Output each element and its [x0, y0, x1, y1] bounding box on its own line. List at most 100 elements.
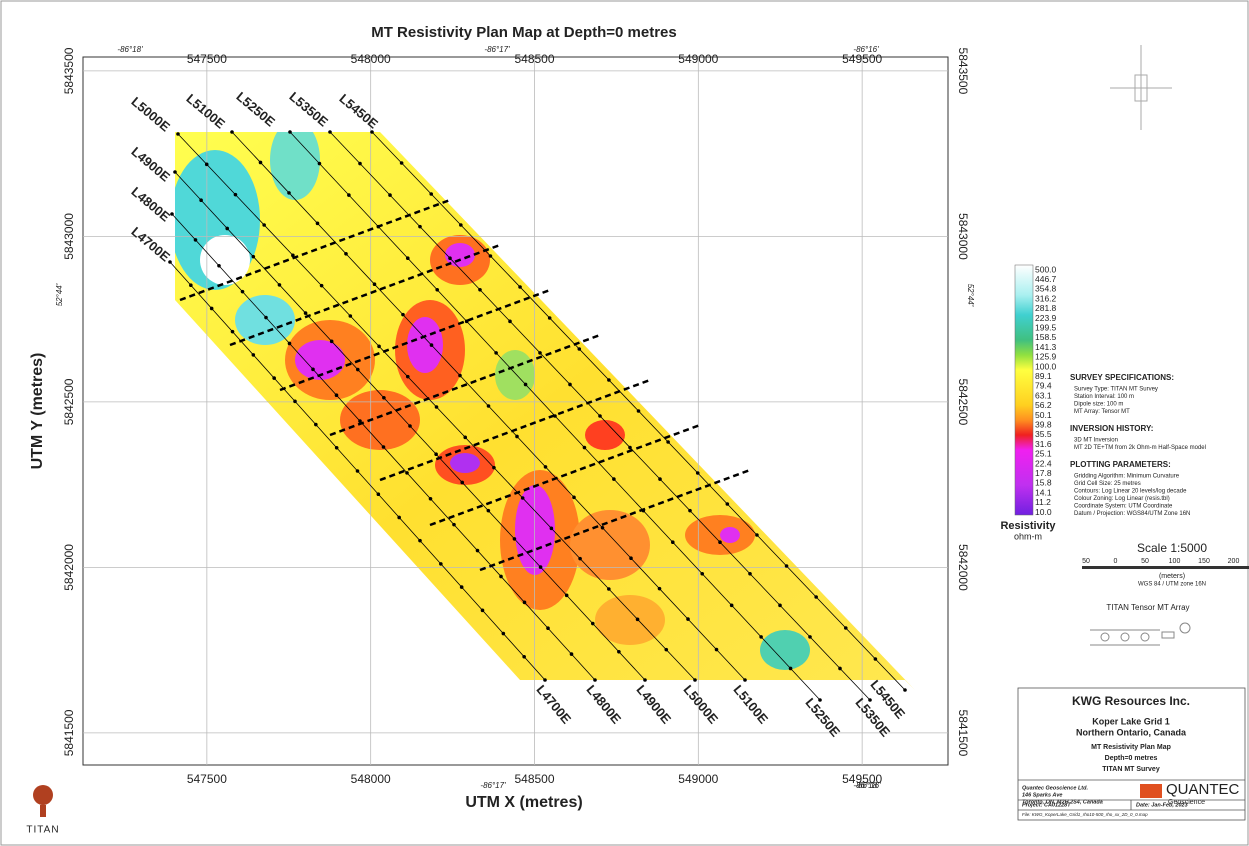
station	[459, 223, 463, 227]
date: Date: Jan-Feb, 2023	[1136, 802, 1188, 808]
scale-tick: 200	[1228, 558, 1240, 565]
x-axis-label: UTM X (metres)	[465, 794, 582, 811]
station	[328, 130, 332, 134]
y-tick-label: 5841500	[62, 709, 76, 756]
station	[288, 130, 292, 134]
station	[194, 238, 198, 242]
legend-title: Resistivity	[1000, 520, 1056, 532]
legend-value: 354.8	[1035, 284, 1057, 294]
contractor-line: 146 Sparks Ave	[1022, 792, 1062, 798]
station	[577, 347, 581, 351]
title-line: Northern Ontario, Canada	[1076, 727, 1187, 737]
station	[347, 193, 351, 197]
station	[521, 496, 525, 500]
station	[230, 130, 234, 134]
station	[401, 313, 405, 317]
x-tick-label: 549500	[842, 52, 882, 66]
station	[487, 404, 491, 408]
station	[637, 409, 641, 413]
legend-value: 14.1	[1035, 487, 1052, 497]
station	[693, 678, 697, 682]
section-line: 3D MT Inversion	[1074, 438, 1118, 444]
x-tick-label: 549000	[678, 52, 718, 66]
station	[406, 375, 410, 379]
legend-value: 223.9	[1035, 313, 1057, 323]
station	[607, 587, 611, 591]
station	[572, 496, 576, 500]
station	[217, 264, 221, 268]
longitude-label: -86°16'	[855, 781, 881, 790]
station	[318, 162, 322, 166]
title-line: MT Resistivity Plan Map	[1091, 744, 1171, 751]
station	[565, 594, 569, 598]
section-heading: SURVEY SPECIFICATIONS:	[1070, 373, 1174, 382]
station	[176, 132, 180, 136]
station	[314, 423, 318, 427]
legend-value: 79.4	[1035, 381, 1052, 391]
station	[405, 471, 409, 475]
station	[570, 652, 574, 656]
station	[168, 260, 172, 264]
station	[429, 192, 433, 196]
legend-value: 89.1	[1035, 371, 1052, 381]
station	[272, 376, 276, 380]
map-page: 5475005475005480005480005485005485005490…	[0, 0, 1249, 846]
scale-tick: 150	[1198, 558, 1210, 565]
station	[755, 533, 759, 537]
longitude-label: -86°17'	[480, 781, 506, 790]
station	[460, 481, 464, 485]
y-axis-label: UTM Y (metres)	[29, 353, 46, 470]
legend-value: 56.2	[1035, 400, 1052, 410]
y-tick-label: 5843500	[62, 47, 76, 94]
section-line: Dipole size: 100 m	[1074, 402, 1123, 408]
section-heading: INVERSION HISTORY:	[1070, 424, 1153, 433]
latitude-label: 52°44'	[966, 284, 975, 307]
station	[435, 405, 439, 409]
station	[448, 256, 452, 260]
section-line: Grid Cell Size: 25 metres	[1074, 481, 1141, 487]
scale-tick: 100	[1169, 558, 1181, 565]
station	[743, 678, 747, 682]
station	[515, 435, 519, 439]
station	[591, 622, 595, 626]
section-line: Station Interval: 100 m	[1074, 394, 1134, 400]
station	[696, 471, 700, 475]
station	[418, 225, 422, 229]
x-tick-label: 548000	[351, 52, 391, 66]
station	[311, 368, 315, 372]
y-tick-label: 5843000	[956, 213, 970, 260]
station	[377, 345, 381, 349]
array-diagram	[1090, 623, 1190, 645]
legend-value: 199.5	[1035, 322, 1057, 332]
section-line: MT 2D TE+TM from 2k Ohm-m Half-Space mod…	[1074, 445, 1206, 451]
legend-value: 10.0	[1035, 507, 1052, 517]
section-line: Gridding Algorithm: Minimum Curvature	[1074, 474, 1180, 480]
station	[397, 516, 401, 520]
station	[460, 585, 464, 589]
station	[778, 604, 782, 608]
station	[789, 667, 793, 671]
station	[252, 255, 256, 259]
station	[508, 320, 512, 324]
legend-value: 35.5	[1035, 429, 1052, 439]
station	[452, 523, 456, 527]
station	[658, 477, 662, 481]
station	[844, 626, 848, 630]
station	[607, 378, 611, 382]
station	[748, 572, 752, 576]
station	[400, 161, 404, 165]
station	[406, 256, 410, 260]
station	[320, 284, 324, 288]
station	[715, 648, 719, 652]
legend-value: 39.8	[1035, 419, 1052, 429]
legend-value: 17.8	[1035, 468, 1052, 478]
station	[458, 374, 462, 378]
north-arrow	[1110, 45, 1172, 130]
station	[492, 466, 496, 470]
longitude-label: -86°17'	[484, 45, 510, 54]
station	[518, 285, 522, 289]
quantec-logo: QUANTEC	[1166, 781, 1240, 798]
scale-tick: 0	[1114, 558, 1118, 565]
station	[463, 436, 467, 440]
station	[344, 252, 348, 256]
